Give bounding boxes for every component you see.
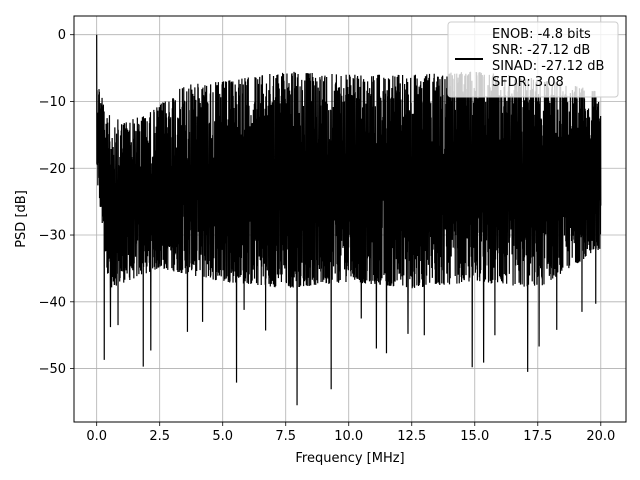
y-axis: 0 −10 −20 −30 −40 −50 xyxy=(39,28,74,377)
y-tick-label: −10 xyxy=(39,95,66,110)
psd-trace xyxy=(96,34,602,406)
x-tick-label: 2.5 xyxy=(149,429,170,444)
x-tick-label: 5.0 xyxy=(212,429,233,444)
x-tick-label: 20.0 xyxy=(586,429,615,444)
x-axis: 0.0 2.5 5.0 7.5 10.0 12.5 15.0 17.5 20.0 xyxy=(86,422,615,444)
legend: ENOB: -4.8 bits SNR: -27.12 dB SINAD: -2… xyxy=(447,21,619,98)
legend-sfdr: SFDR: 3.08 xyxy=(492,75,564,90)
x-axis-label: Frequency [MHz] xyxy=(295,451,404,466)
legend-enob: ENOB: -4.8 bits xyxy=(492,27,591,42)
x-tick-label: 12.5 xyxy=(397,429,426,444)
legend-box xyxy=(447,21,619,98)
y-tick-label: −50 xyxy=(39,362,66,377)
x-tick-label: 10.0 xyxy=(334,429,363,444)
psd-series-line xyxy=(96,34,602,406)
x-tick-label: 15.0 xyxy=(460,429,489,444)
y-tick-label: 0 xyxy=(58,28,66,43)
y-tick-label: −20 xyxy=(39,162,66,177)
x-tick-label: 17.5 xyxy=(523,429,552,444)
axes-frame xyxy=(73,15,627,423)
x-tick-label: 0.0 xyxy=(86,429,107,444)
x-tick-label: 7.5 xyxy=(275,429,296,444)
y-tick-label: −30 xyxy=(39,229,66,244)
legend-snr: SNR: -27.12 dB xyxy=(492,43,590,58)
legend-sinad: SINAD: -27.12 dB xyxy=(492,59,604,74)
y-tick-label: −40 xyxy=(39,295,66,310)
y-axis-label: PSD [dB] xyxy=(14,190,29,248)
